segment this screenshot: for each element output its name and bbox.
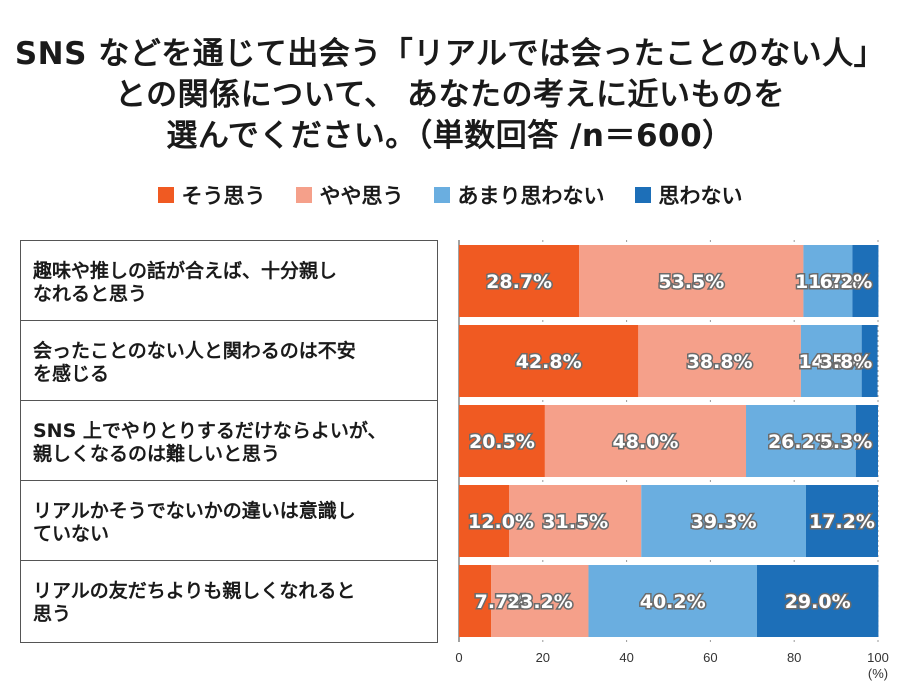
- x-tick-label: 40: [619, 650, 633, 665]
- title-line-1: SNS などを通じて出会う「リアルでは会ったことのない人」: [14, 36, 886, 72]
- legend-item-somewhat-disagree: あまり思わない: [433, 180, 605, 210]
- x-axis-unit: (%): [868, 666, 888, 681]
- bar-value-label: 53.5%: [658, 271, 724, 293]
- category-label-line: 趣味や推しの話が合えば、十分親し: [33, 260, 338, 282]
- bar-segment: [459, 405, 545, 477]
- bar-segment: [459, 245, 580, 317]
- bar-segment: [855, 405, 878, 477]
- category-label-table: 趣味や推しの話が合えば、十分親し なれると思う 会ったことのない人と関わるのは不…: [20, 240, 438, 643]
- bar-value-label: 31.5%: [542, 511, 608, 533]
- bar-segment: [491, 565, 589, 637]
- bar-value-label: 20.5%: [469, 431, 535, 453]
- bar-value-label: 7.7%: [475, 591, 528, 613]
- category-label-line: ていない: [33, 523, 110, 545]
- x-tick-label: 20: [536, 650, 550, 665]
- bar-value-label: 12.0%: [468, 511, 534, 533]
- bar-segment: [746, 405, 856, 477]
- bar-value-label: 29.0%: [785, 591, 851, 613]
- bar-segment: [588, 565, 757, 637]
- bar-value-label: 48.0%: [612, 431, 678, 453]
- bar-value-label: 14.5%: [798, 351, 864, 373]
- legend-swatch-icon: [157, 187, 174, 203]
- legend-swatch-icon: [634, 187, 651, 203]
- title-line-3: 選んでください。（単数回答 /n＝600）: [166, 118, 734, 154]
- legend-label: あまり思わない: [457, 184, 605, 208]
- bar-segment: [459, 325, 639, 397]
- legend-item-strongly-agree: そう思う: [157, 180, 266, 210]
- legend-label: やや思う: [319, 184, 404, 208]
- legend-label: そう思う: [181, 184, 266, 208]
- category-label-4: リアルかそうでないかの違いは意識し ていない: [21, 481, 437, 561]
- bar-segment: [756, 565, 879, 637]
- bar-value-label: 23.2%: [507, 591, 573, 613]
- category-label-line: 会ったことのない人と関わるのは不安: [33, 340, 356, 362]
- bar-value-label: 26.2%: [768, 431, 834, 453]
- bar-segment: [800, 325, 862, 397]
- bar-value-label: 3.8%: [820, 351, 873, 373]
- bar-value-label: 40.2%: [640, 591, 706, 613]
- bar-segment: [852, 245, 879, 317]
- bar-value-label: 28.7%: [486, 271, 552, 293]
- bar-segment: [509, 485, 642, 557]
- bar-segment: [544, 405, 747, 477]
- legend-item-disagree: 思わない: [634, 180, 743, 210]
- bar-segment: [641, 485, 806, 557]
- bar-segment: [579, 245, 804, 317]
- category-label-line: SNS 上でやりとりするだけならよいが、: [33, 420, 387, 442]
- category-label-line: 思う: [33, 603, 72, 625]
- category-label-5: リアルの友だちよりも親しくなれると 思う: [21, 561, 437, 641]
- category-label-1: 趣味や推しの話が合えば、十分親し なれると思う: [21, 241, 437, 321]
- legend-item-somewhat-agree: やや思う: [295, 180, 404, 210]
- legend-swatch-icon: [433, 187, 450, 203]
- bar-value-label: 38.8%: [687, 351, 753, 373]
- bar-value-label: 5.3%: [820, 431, 873, 453]
- bar-segment: [459, 565, 492, 637]
- x-tick-label: 0: [455, 650, 462, 665]
- bar-segment: [459, 485, 510, 557]
- bar-value-label: 11.7%: [795, 271, 861, 293]
- legend-swatch-icon: [295, 187, 312, 203]
- category-label-line: なれると思う: [33, 283, 148, 305]
- title-line-2: との関係について、 あなたの考えに近いものを: [114, 77, 785, 113]
- chart-title: SNS などを通じて出会う「リアルでは会ったことのない人」 との関係について、 …: [0, 34, 900, 157]
- x-tick-label: 100: [867, 650, 889, 665]
- category-label-line: 親しくなるのは難しいと思う: [33, 443, 281, 465]
- category-label-3: SNS 上でやりとりするだけならよいが、 親しくなるのは難しいと思う: [21, 401, 437, 481]
- bar-value-label: 17.2%: [809, 511, 875, 533]
- category-label-line: を感じる: [33, 363, 110, 385]
- x-tick-label: 60: [703, 650, 717, 665]
- category-label-2: 会ったことのない人と関わるのは不安 を感じる: [21, 321, 437, 401]
- bar-value-label: 6.2%: [820, 271, 873, 293]
- legend-label: 思わない: [658, 184, 743, 208]
- bar-segment: [805, 485, 878, 557]
- bar-segment: [638, 325, 801, 397]
- bar-segment: [803, 245, 853, 317]
- legend: そう思う やや思う あまり思わない 思わない: [0, 180, 900, 210]
- bar-value-label: 42.8%: [516, 351, 582, 373]
- x-tick-label: 80: [787, 650, 801, 665]
- category-label-line: リアルの友だちよりも親しくなれると: [33, 580, 356, 602]
- bar-segment: [861, 325, 878, 397]
- bar-value-label: 39.3%: [691, 511, 757, 533]
- category-label-line: リアルかそうでないかの違いは意識し: [33, 500, 356, 522]
